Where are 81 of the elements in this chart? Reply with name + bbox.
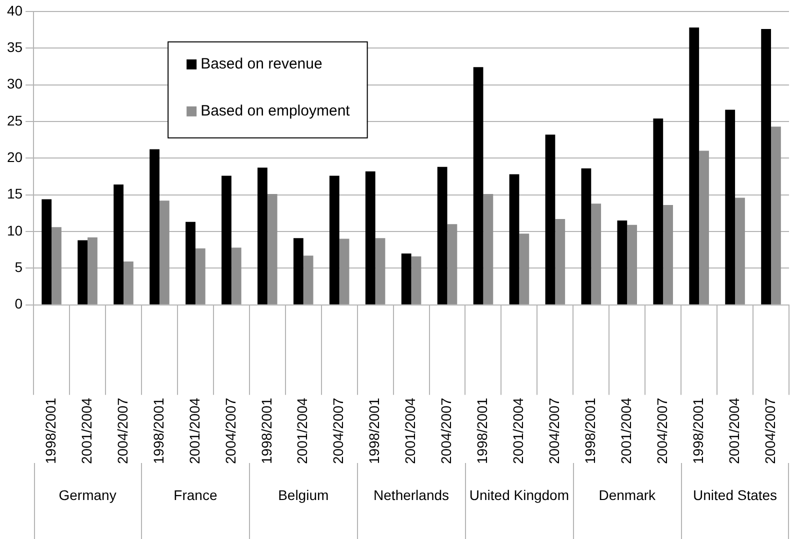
- x-tick-label: 1998/2001: [474, 398, 490, 464]
- bar: [365, 171, 376, 304]
- bar: [159, 200, 170, 304]
- bar: [258, 168, 268, 304]
- bar: [509, 174, 520, 304]
- legend-label: Based on employment: [200, 102, 351, 120]
- x-tick-label: 1998/2001: [150, 398, 166, 464]
- bar: [437, 166, 448, 304]
- x-tick-label: 1998/2001: [582, 398, 598, 464]
- bar: [124, 262, 134, 304]
- bar: [663, 205, 673, 304]
- bar: [447, 224, 458, 304]
- bar: [483, 194, 494, 304]
- bar: [293, 238, 304, 304]
- bar: [231, 248, 242, 304]
- bar: [689, 28, 700, 304]
- bar: [591, 204, 602, 304]
- bar: [78, 240, 88, 304]
- bar: [114, 184, 124, 304]
- y-tick-label: 5: [14, 259, 23, 276]
- x-tick-label: 2001/2004: [78, 398, 94, 464]
- y-tick-label: 40: [6, 2, 23, 18]
- x-tick-label: 2004/2007: [330, 398, 346, 464]
- x-tick-label: 1998/2001: [366, 398, 382, 464]
- x-tick-label: 2001/2004: [726, 398, 742, 464]
- bar: [545, 134, 556, 304]
- text: Netherlands: [374, 486, 450, 503]
- text: France: [174, 486, 218, 503]
- x-tick-label: 1998/2001: [690, 398, 706, 464]
- bar: [519, 234, 530, 304]
- text: United States: [693, 486, 778, 503]
- x-tick-label: 2001/2004: [510, 398, 526, 464]
- y-tick-label: 0: [14, 296, 23, 312]
- bar: [653, 118, 664, 304]
- x-tick-label: 2004/2007: [546, 398, 562, 464]
- bar: [761, 29, 772, 304]
- y-tick-label: 30: [6, 76, 23, 92]
- x-tick-label: 2001/2004: [294, 398, 310, 464]
- y-tick-label: 20: [6, 148, 23, 165]
- y-tick-label: 15: [6, 186, 23, 202]
- text: Belgium: [278, 486, 329, 503]
- x-tick-label: 1998/2001: [42, 398, 58, 464]
- text: Denmark: [598, 486, 657, 503]
- bar: [555, 218, 566, 304]
- bar: [303, 256, 314, 304]
- bar: [88, 237, 98, 304]
- bar: [581, 168, 592, 304]
- bar: [771, 126, 781, 304]
- x-tick-label: 2001/2004: [618, 398, 634, 464]
- x-tick-label: 2004/2007: [762, 398, 778, 464]
- legend-label: Based on revenue: [200, 56, 322, 73]
- bar: [473, 67, 484, 304]
- y-tick-label: 10: [6, 222, 23, 238]
- y-tick-label: 25: [6, 112, 23, 128]
- bar: [339, 238, 350, 304]
- bar: [725, 110, 736, 304]
- bar: [401, 253, 412, 304]
- bar: [411, 256, 422, 304]
- bar: [699, 150, 709, 304]
- bar: [267, 194, 278, 304]
- bar: [329, 176, 340, 304]
- bar: [195, 248, 206, 304]
- bar: [222, 176, 232, 304]
- text: Germany: [58, 486, 116, 503]
- x-tick-label: 2004/2007: [114, 398, 130, 464]
- x-tick-label: 1998/2001: [258, 398, 274, 464]
- x-tick-label: 2004/2007: [438, 398, 454, 464]
- bar: [186, 222, 196, 304]
- x-tick-label: 2004/2007: [654, 398, 670, 464]
- bar: [375, 238, 386, 304]
- bar: [42, 199, 52, 304]
- text: United Kingdom: [469, 486, 570, 503]
- bar: [617, 220, 628, 304]
- x-tick-label: 2001/2004: [186, 398, 202, 464]
- bar: [627, 224, 638, 304]
- bar: [735, 198, 745, 304]
- x-tick-label: 2001/2004: [402, 398, 418, 464]
- x-tick-label: 2004/2007: [222, 398, 238, 464]
- bar: [52, 227, 62, 304]
- bar: [150, 149, 160, 304]
- y-tick-label: 35: [6, 38, 23, 55]
